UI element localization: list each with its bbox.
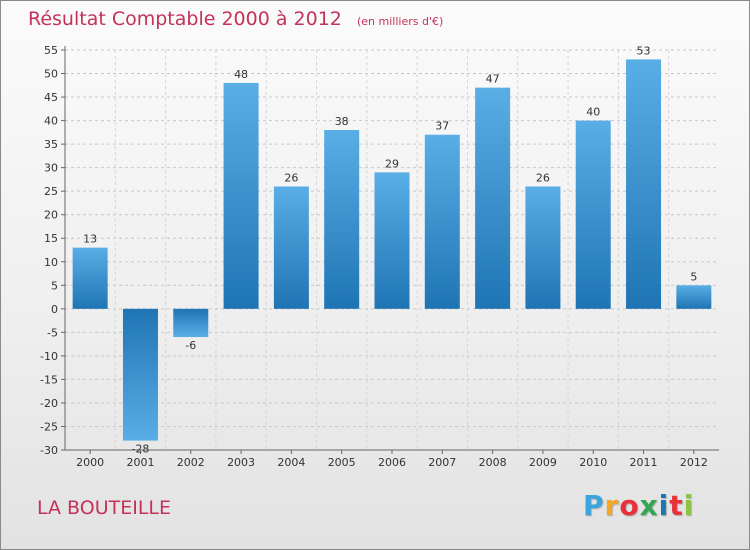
data-label-2002: -6 [185,339,196,352]
y-tick-label: -15 [40,373,58,386]
data-label-2005: 38 [335,115,349,128]
y-tick-label: 20 [44,209,58,222]
data-label-2010: 40 [586,106,600,119]
bar-2005 [324,130,360,309]
bar-2010 [575,120,611,309]
bar-2004 [273,186,309,309]
y-tick-label: -20 [40,397,58,410]
data-label-2008: 47 [486,73,500,86]
y-tick-label: 10 [44,256,58,269]
data-label-2000: 13 [83,233,97,246]
x-tick-label: 2006 [378,456,406,469]
x-tick-label: 2011 [630,456,658,469]
data-label-2001: -28 [131,443,149,456]
data-label-2012: 5 [690,270,697,283]
y-tick-label: 5 [51,279,58,292]
logo-letter: x [639,489,659,522]
bar-2000 [72,247,108,309]
y-tick-label: 35 [44,138,58,151]
bar-2009 [525,186,561,309]
y-tick-label: 25 [44,185,58,198]
data-label-2006: 29 [385,157,399,170]
x-tick-label: 2005 [328,456,356,469]
logo-letter: P [583,489,605,522]
y-tick-label: 45 [44,91,58,104]
y-tick-label: -5 [47,326,58,339]
bar-2002 [173,308,209,338]
x-tick-label: 2007 [428,456,456,469]
logo-letter: i [658,489,670,522]
logo-letter: i [683,489,695,522]
x-tick-label: 2002 [177,456,205,469]
bar-2008 [475,87,511,309]
axes: 5550454035302520151050-5-10-15-20-25-302… [40,44,719,469]
commune-name: LA BOUTEILLE [37,497,172,519]
data-label-2004: 26 [284,171,298,184]
x-tick-label: 2009 [529,456,557,469]
x-tick-label: 2004 [277,456,305,469]
y-tick-label: -10 [40,350,58,363]
y-tick-label: 30 [44,162,58,175]
bar-2011 [626,59,662,309]
bar-2006 [374,172,410,309]
bars [72,59,712,441]
y-tick-label: -30 [40,444,58,457]
chart-title: Résultat Comptable 2000 à 2012 [28,8,342,30]
x-tick-label: 2008 [479,456,507,469]
x-tick-label: 2000 [76,456,104,469]
proxiti-logo[interactable]: Proxiti [583,489,694,522]
data-label-2009: 26 [536,171,550,184]
y-tick-label: 15 [44,232,58,245]
logo-letter: t [669,489,684,522]
x-tick-label: 2010 [579,456,607,469]
bar-2003 [223,82,259,309]
bar-2007 [424,134,460,309]
bar-2001 [122,308,158,441]
x-tick-label: 2012 [680,456,708,469]
x-tick-label: 2003 [227,456,255,469]
y-tick-label: 55 [44,44,58,57]
x-tick-label: 2001 [126,456,154,469]
bar-2012 [676,285,712,309]
data-label-2011: 53 [637,44,651,57]
logo-letter: o [619,489,640,522]
data-label-2003: 48 [234,68,248,81]
y-tick-label: 0 [51,303,58,316]
y-tick-label: 40 [44,115,58,128]
logo-letter: r [604,489,620,522]
title-row: Résultat Comptable 2000 à 2012 (en milli… [28,8,443,30]
y-tick-label: 50 [44,68,58,81]
chart-subtitle: (en milliers d'€) [356,15,444,28]
data-label-2007: 37 [435,120,449,133]
y-tick-label: -25 [40,420,58,433]
data-labels: 13 -28 -6 48 26 38 29 37 47 26 40 53 5 [83,44,697,455]
